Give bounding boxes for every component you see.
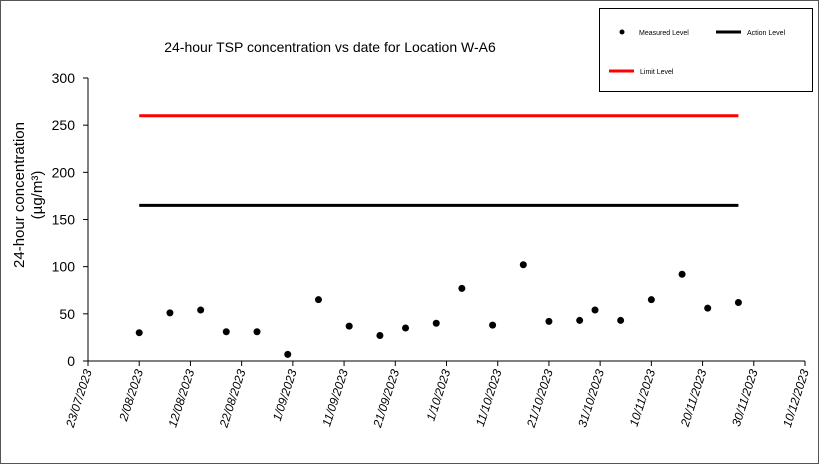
legend-label: Limit Level	[640, 69, 674, 76]
data-point	[647, 296, 655, 304]
y-axis-label: (µg/m³)	[29, 171, 46, 220]
legend-box	[599, 8, 813, 92]
y-tick-label: 250	[52, 117, 76, 133]
data-point	[489, 321, 497, 329]
data-point	[545, 317, 553, 325]
data-point	[432, 319, 440, 327]
data-point	[135, 329, 143, 337]
data-point	[284, 350, 292, 358]
data-point	[376, 332, 384, 340]
y-tick-label: 100	[52, 259, 76, 275]
legend-marker	[619, 29, 625, 35]
y-tick-label: 150	[52, 212, 76, 228]
data-point	[402, 324, 410, 332]
data-point	[253, 328, 261, 336]
data-point	[576, 316, 584, 324]
y-axis-label: 24-hour concentration	[11, 122, 28, 268]
data-point	[591, 306, 599, 314]
data-point	[222, 328, 230, 336]
y-tick-label: 0	[67, 353, 75, 369]
data-point	[345, 322, 353, 330]
data-point	[704, 304, 712, 312]
y-tick-label: 200	[52, 164, 76, 180]
data-point	[734, 299, 742, 307]
data-point	[519, 261, 527, 269]
y-tick-label: 300	[52, 70, 76, 86]
data-point	[617, 316, 625, 324]
y-tick-label: 50	[59, 306, 75, 322]
chart-title: 24-hour TSP concentration vs date for Lo…	[164, 39, 496, 55]
data-point	[197, 306, 205, 314]
legend-label: Action Level	[747, 30, 786, 37]
data-point	[678, 270, 686, 278]
data-point	[314, 296, 322, 304]
data-point	[458, 284, 466, 292]
data-point	[166, 309, 174, 317]
legend-label: Measured Level	[639, 30, 689, 37]
